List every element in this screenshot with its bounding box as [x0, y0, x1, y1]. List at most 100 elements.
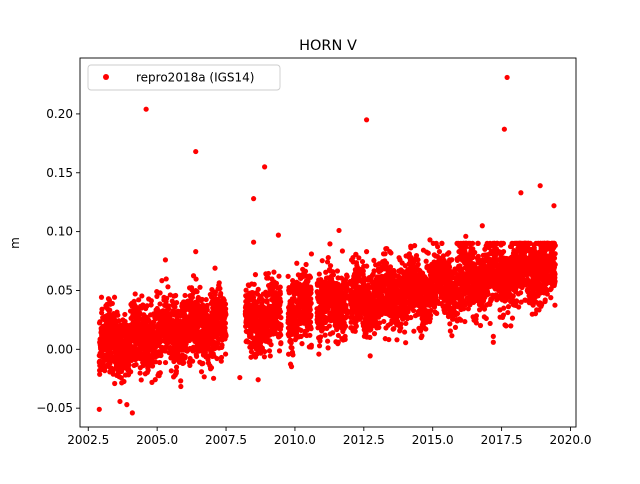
data-point — [172, 304, 178, 310]
data-point — [352, 328, 358, 334]
data-point — [276, 273, 282, 279]
data-point — [266, 348, 273, 354]
data-point — [475, 256, 482, 262]
data-point — [376, 324, 382, 331]
data-point — [218, 290, 224, 297]
data-point — [255, 377, 261, 383]
data-point — [394, 337, 400, 343]
data-point — [319, 258, 325, 264]
data-point — [462, 318, 468, 325]
data-point — [449, 257, 455, 263]
data-point — [107, 307, 113, 313]
data-point — [487, 320, 493, 327]
data-point — [267, 353, 273, 359]
data-point — [158, 352, 164, 359]
data-point — [335, 339, 341, 345]
data-point — [243, 287, 249, 293]
data-point — [218, 354, 225, 361]
data-point — [344, 285, 350, 291]
data-point — [122, 311, 128, 318]
data-point — [200, 360, 206, 366]
data-point — [435, 244, 441, 250]
data-point — [382, 251, 388, 257]
data-point — [152, 359, 159, 365]
data-point — [163, 276, 169, 282]
data-point — [398, 325, 404, 331]
data-point — [316, 351, 322, 357]
data-point — [277, 291, 283, 297]
data-point — [411, 328, 417, 334]
data-point — [398, 321, 404, 327]
data-point — [214, 355, 220, 362]
data-point — [251, 281, 257, 287]
data-point — [288, 364, 295, 370]
data-point — [299, 341, 305, 347]
data-point — [271, 269, 277, 275]
data-point — [415, 261, 421, 267]
data-point — [472, 249, 478, 256]
data-point — [262, 348, 268, 355]
data-point — [265, 270, 272, 277]
data-point — [99, 306, 105, 312]
data-point — [403, 340, 409, 346]
data-point — [145, 367, 151, 373]
data-point — [308, 296, 314, 302]
data-point — [217, 285, 223, 292]
data-point — [302, 268, 309, 274]
data-points — [96, 74, 558, 416]
data-point — [463, 244, 469, 250]
data-point — [344, 273, 350, 280]
data-point — [261, 354, 268, 360]
data-point — [182, 353, 188, 360]
data-point — [278, 315, 284, 321]
data-point — [334, 268, 341, 274]
data-point — [154, 293, 160, 299]
data-point — [419, 333, 425, 339]
data-point — [446, 264, 453, 270]
data-point — [117, 398, 123, 405]
data-point — [216, 280, 222, 286]
data-point — [307, 274, 314, 280]
data-point — [173, 292, 179, 299]
data-point — [223, 312, 229, 318]
data-point — [248, 330, 254, 336]
data-point — [136, 297, 142, 303]
data-point — [477, 322, 484, 329]
data-point — [503, 323, 509, 329]
data-point — [415, 257, 421, 263]
data-point — [278, 332, 284, 338]
data-point — [326, 323, 333, 329]
data-point — [324, 259, 331, 265]
data-point — [273, 280, 280, 287]
data-point — [446, 250, 452, 256]
data-point — [334, 325, 340, 332]
data-point — [118, 375, 124, 381]
data-point — [335, 332, 341, 339]
data-point — [116, 318, 122, 324]
data-point — [401, 329, 408, 335]
data-point — [201, 374, 207, 380]
data-point — [425, 250, 431, 256]
data-point — [181, 360, 187, 366]
data-point — [367, 334, 373, 340]
data-point — [264, 299, 270, 305]
data-point — [308, 251, 315, 257]
data-point — [148, 302, 154, 308]
data-point — [327, 263, 334, 269]
data-point — [308, 286, 314, 293]
data-point — [144, 303, 150, 309]
data-point — [501, 305, 507, 311]
data-point — [483, 315, 489, 322]
data-point — [165, 284, 171, 290]
y-axis-label: m — [8, 237, 22, 249]
data-point — [434, 310, 440, 316]
data-point — [371, 268, 377, 274]
data-point — [97, 319, 103, 325]
data-point — [298, 327, 304, 334]
data-point — [290, 278, 296, 284]
data-point — [371, 257, 377, 264]
data-point — [440, 253, 447, 259]
data-point — [189, 294, 195, 301]
data-point — [174, 300, 180, 306]
data-point — [138, 377, 144, 383]
